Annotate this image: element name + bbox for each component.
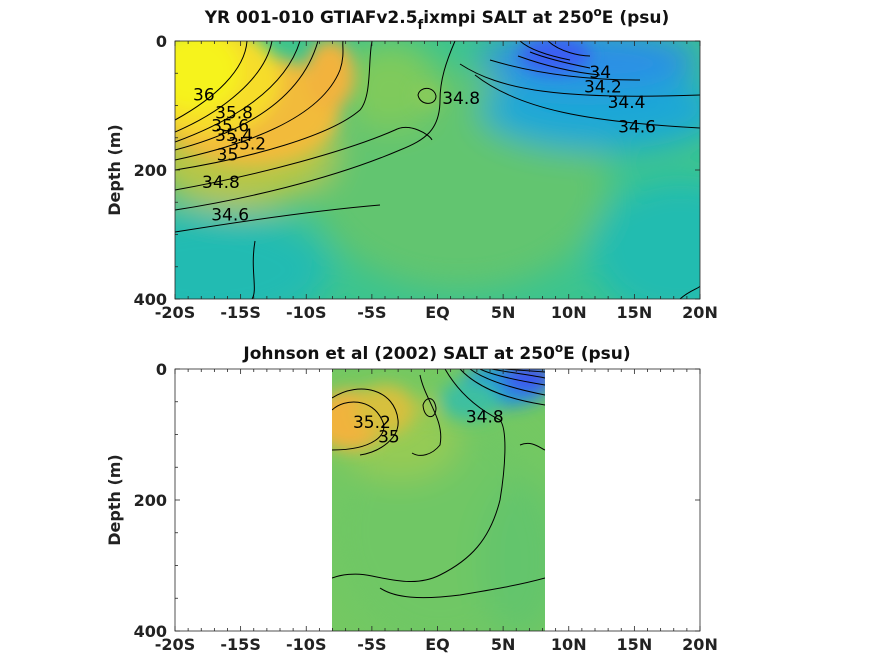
contour-label: 35.4 bbox=[215, 126, 253, 146]
x-tick-label: EQ bbox=[425, 635, 450, 654]
contour-label: 36 bbox=[193, 85, 215, 105]
contour-label: 35 bbox=[217, 145, 239, 165]
x-tick-label: -5S bbox=[357, 635, 386, 654]
contour-label: 35 bbox=[378, 427, 400, 447]
x-tick-label: 15N bbox=[617, 303, 653, 322]
panel-2-x-axis: -20S -15S -10S -5S EQ 5N 10N 15N 20N bbox=[155, 369, 718, 654]
x-tick-label: -20S bbox=[155, 635, 195, 654]
panel-1: YR 001-010 GTIAFv2.5fixmpi SALT at 250oE… bbox=[105, 5, 718, 322]
panel-2-contour-labels: 35.235 34.8 bbox=[353, 408, 504, 448]
panel-2-salinity-field bbox=[332, 369, 545, 631]
contour-label: 34.6 bbox=[618, 118, 656, 138]
contour-label: 34 bbox=[589, 63, 611, 83]
panel-1-salinity-field bbox=[175, 41, 700, 299]
panel-2: Johnson et al (2002) SALT at 250oE (psu) bbox=[105, 341, 718, 654]
x-tick-label: 20N bbox=[682, 635, 718, 654]
contour-label: 35.8 bbox=[215, 103, 253, 123]
x-tick-label: 10N bbox=[551, 303, 587, 322]
panel-2-title: Johnson et al (2002) SALT at 250oE (psu) bbox=[242, 341, 630, 364]
x-tick-label: -10S bbox=[286, 635, 326, 654]
y-tick-label: 200 bbox=[134, 491, 167, 510]
x-tick-label: EQ bbox=[425, 303, 450, 322]
x-tick-label: -10S bbox=[286, 303, 326, 322]
contour-label: 34.8 bbox=[442, 89, 480, 109]
panel-1-y-axis-label: Depth (m) bbox=[105, 124, 124, 216]
panel-2-y-axis-label: Depth (m) bbox=[105, 454, 124, 546]
x-tick-label: 5N bbox=[491, 303, 516, 322]
x-tick-label: 5N bbox=[491, 635, 516, 654]
x-tick-label: 20N bbox=[682, 303, 718, 322]
contour-label: 34.8 bbox=[202, 173, 240, 193]
contour-label: 34.6 bbox=[211, 205, 249, 225]
x-tick-label: -15S bbox=[220, 303, 260, 322]
contour-label: 34.2 bbox=[584, 78, 622, 98]
contour-label: 34.4 bbox=[608, 93, 646, 113]
panel-1-x-axis: -20S -15S -10S -5S EQ 5N 10N 15N 20N bbox=[155, 41, 718, 322]
y-tick-label: 400 bbox=[134, 622, 167, 641]
panel-1-contour-labels: 3635.835.635.435.23534.834.634.83434.234… bbox=[193, 63, 656, 226]
contour-label: 34.8 bbox=[466, 408, 504, 428]
x-tick-label: 10N bbox=[551, 635, 587, 654]
x-tick-label: 15N bbox=[617, 635, 653, 654]
contour-label: 35.6 bbox=[211, 116, 249, 136]
y-tick-label: 0 bbox=[156, 360, 167, 379]
panel-2-y-axis: 0 200 400 bbox=[134, 360, 700, 641]
contour-label: 35.2 bbox=[228, 134, 266, 154]
panel-1-y-axis: 0 200 400 bbox=[134, 32, 700, 309]
panel-1-title: YR 001-010 GTIAFv2.5fixmpi SALT at 250oE… bbox=[204, 5, 670, 33]
y-tick-label: 0 bbox=[156, 32, 167, 51]
x-tick-label: -15S bbox=[220, 635, 260, 654]
x-tick-label: -20S bbox=[155, 303, 195, 322]
y-tick-label: 200 bbox=[134, 161, 167, 180]
contour-label: 35.2 bbox=[353, 413, 391, 433]
y-tick-label: 400 bbox=[134, 290, 167, 309]
x-tick-label: -5S bbox=[357, 303, 386, 322]
